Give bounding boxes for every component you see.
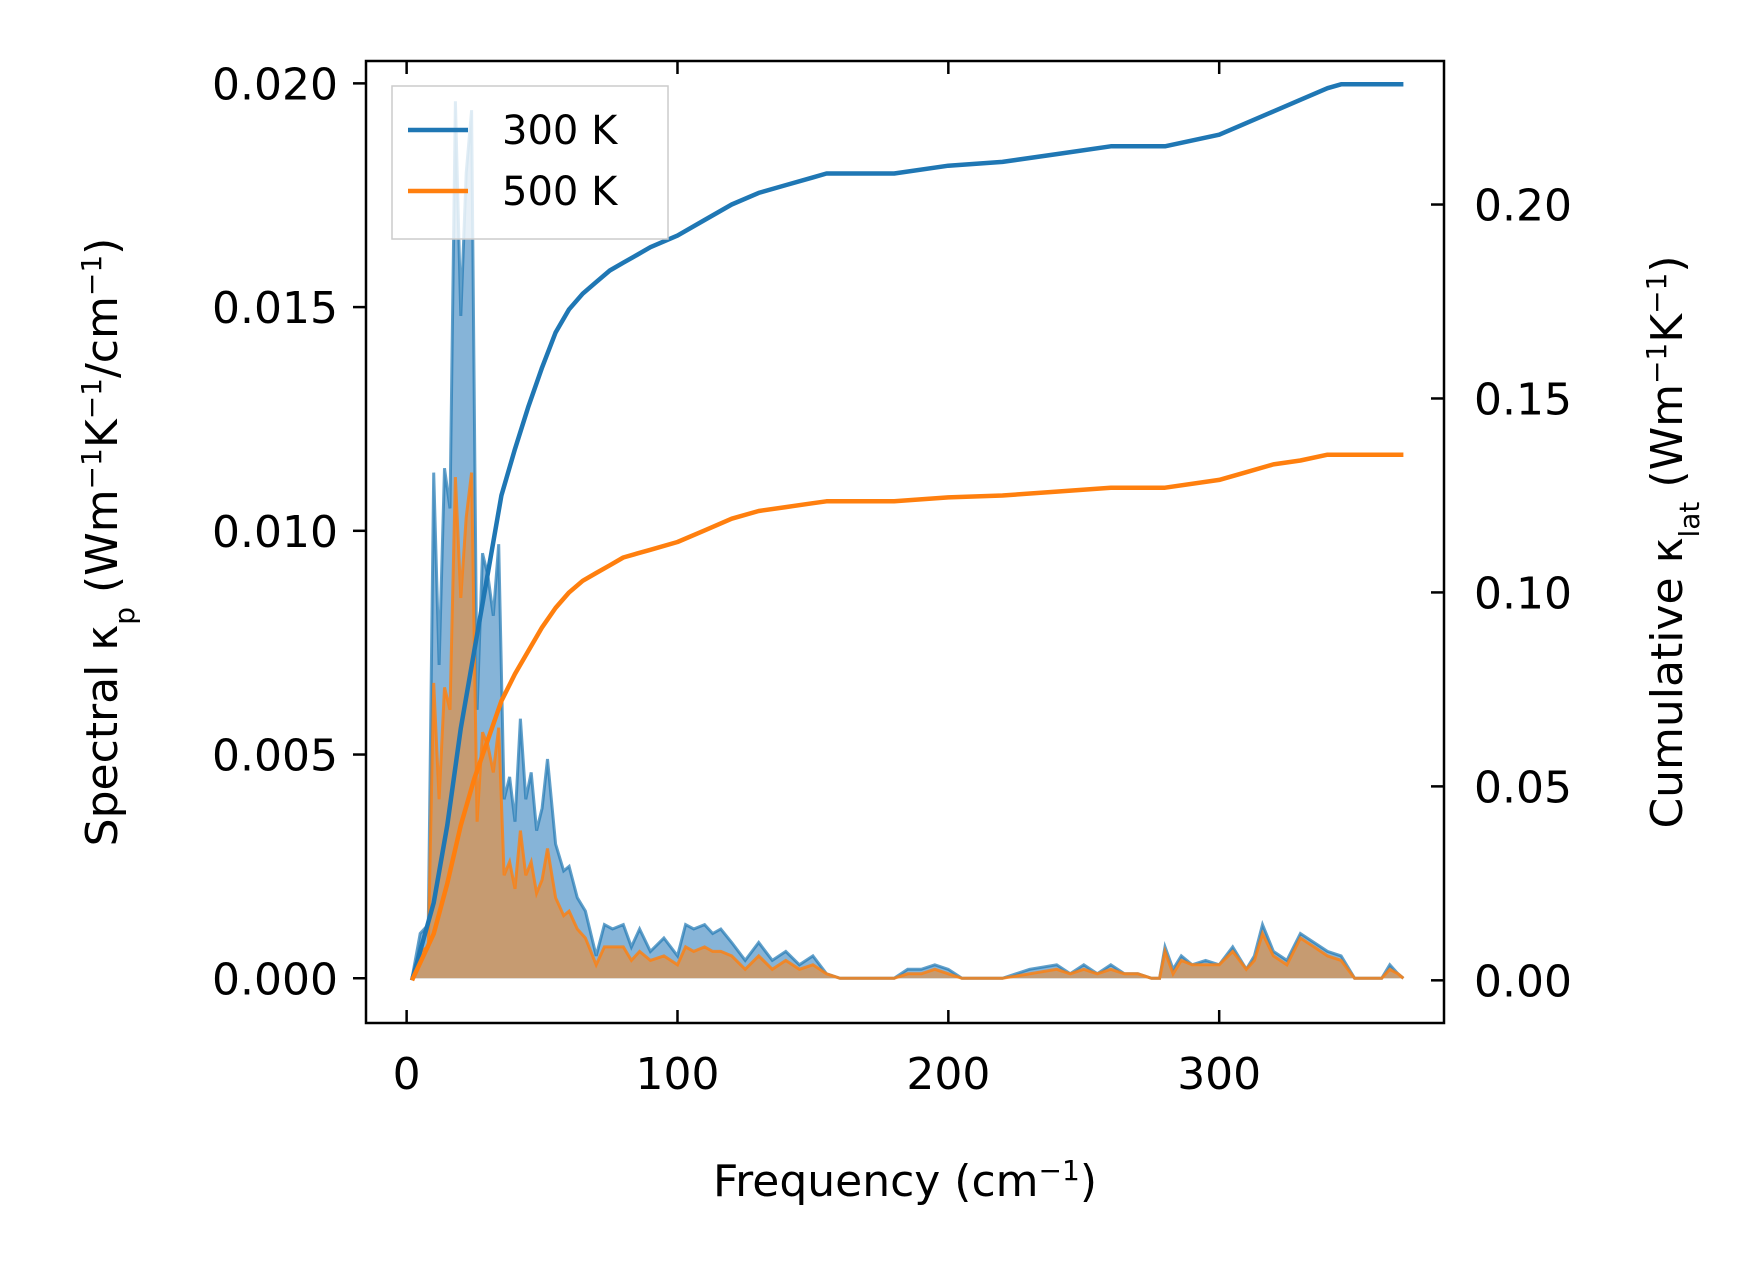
x-tick-label: 200 xyxy=(906,1049,990,1100)
cumulative-line-500k xyxy=(409,452,1404,982)
legend-label-500k: 500 K xyxy=(502,169,619,215)
y-left-tick-label: 0.020 xyxy=(212,59,338,110)
y-left-title-a: Spectral κ xyxy=(77,625,128,847)
y-left-title-d: /cm xyxy=(77,296,128,378)
y-left-tick-label: 0.015 xyxy=(212,283,338,334)
y-left-title-b: (Wm xyxy=(77,489,128,607)
cumulative-line-layer xyxy=(409,82,1404,982)
legend-label-300k: 300 K xyxy=(502,108,619,154)
x-tick-label: 0 xyxy=(393,1049,421,1100)
y-left-tick-label: 0.010 xyxy=(212,507,338,558)
y-right-tick-label: 0.10 xyxy=(1474,568,1572,619)
y-right-title-sub: lat xyxy=(1673,502,1706,538)
x-tick-label: 300 xyxy=(1177,1049,1261,1100)
y-right-title-a: Cumulative κ xyxy=(1642,537,1693,828)
x-axis-title: Frequency (cm−1) xyxy=(713,1154,1097,1208)
y-left-axis-title: Spectral κp (Wm−1K−1/cm−1) xyxy=(75,238,141,847)
y-right-axis-title: Cumulative κlat (Wm−1K−1) xyxy=(1640,255,1706,828)
y-left-title-sup1: −1 xyxy=(75,448,108,489)
y-right-title-c: K xyxy=(1642,313,1693,343)
spectral-area-500k xyxy=(412,472,1404,979)
spectral-outline-500k xyxy=(410,472,1405,980)
cumulative-line-300k xyxy=(409,82,1404,981)
y-left-title-c: K xyxy=(77,418,128,448)
y-right-title-b: (Wm xyxy=(1642,384,1693,502)
tick-layer: 0 100 200 300 0.000 0.005 0.010 0.015 0.020 0.00 0… xyxy=(212,59,1572,1100)
y-right-title-d: ) xyxy=(1642,255,1693,272)
x-axis-title-end: ) xyxy=(1080,1156,1097,1207)
y-right-tick-label: 0.00 xyxy=(1474,956,1572,1007)
y-left-title-e: ) xyxy=(77,238,128,255)
y-right-tick-label: 0.15 xyxy=(1474,374,1572,425)
legend-box xyxy=(391,85,669,240)
legend: 300 K 500 K xyxy=(391,85,669,240)
spectral-area-layer xyxy=(410,101,1405,980)
y-left-title-sup3: −1 xyxy=(75,255,108,296)
y-right-tick-label: 0.20 xyxy=(1474,181,1572,232)
y-right-title-sup2: −1 xyxy=(1640,273,1673,314)
spectral-outline-300k xyxy=(410,101,1405,980)
x-axis-title-main: Frequency (cm xyxy=(713,1156,1039,1207)
x-tick-label: 100 xyxy=(635,1049,719,1100)
plot-frame xyxy=(364,59,1446,1025)
y-left-tick-label: 0.005 xyxy=(212,731,338,782)
y-left-title-sub: p xyxy=(108,607,141,625)
y-left-title-sup2: −1 xyxy=(75,378,108,419)
y-right-title-sup1: −1 xyxy=(1640,343,1673,384)
y-left-tick-label: 0.000 xyxy=(212,954,338,1005)
x-axis-title-sup: −1 xyxy=(1039,1154,1080,1187)
y-right-tick-label: 0.05 xyxy=(1474,762,1572,813)
